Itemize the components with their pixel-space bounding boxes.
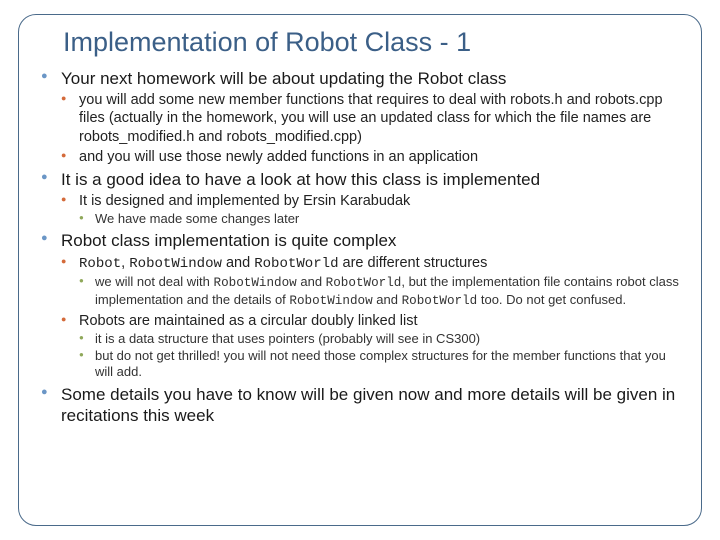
bullet-text: and you will use those newly added funct… bbox=[79, 149, 478, 165]
bullet-l1: Your next homework will be about updatin… bbox=[41, 68, 679, 166]
bullet-text: are different structures bbox=[339, 255, 488, 271]
code-text: Robot bbox=[79, 256, 121, 272]
code-text: RobotWindow bbox=[289, 294, 372, 308]
bullet-l3: it is a data structure that uses pointer… bbox=[79, 331, 679, 347]
bullet-l1: Robot class implementation is quite comp… bbox=[41, 230, 679, 380]
bullet-text: it is a data structure that uses pointer… bbox=[95, 331, 480, 346]
slide-frame: Implementation of Robot Class - 1 Your n… bbox=[18, 14, 702, 526]
bullet-l2: Robots are maintained as a circular doub… bbox=[61, 312, 679, 381]
bullet-text: Your next homework will be about updatin… bbox=[61, 69, 506, 88]
bullet-text: , bbox=[121, 255, 129, 271]
bullet-text: Robots are maintained as a circular doub… bbox=[79, 313, 418, 329]
bullet-text: too. Do not get confused. bbox=[477, 292, 626, 307]
code-text: RobotWorld bbox=[402, 294, 478, 308]
bullet-text: and bbox=[297, 274, 326, 289]
bullet-text: We have made some changes later bbox=[95, 211, 299, 226]
slide-title: Implementation of Robot Class - 1 bbox=[63, 27, 679, 58]
bullet-text: Robot class implementation is quite comp… bbox=[61, 231, 396, 250]
code-text: RobotWorld bbox=[326, 276, 402, 290]
bullet-l2: Robot, RobotWindow and RobotWorld are di… bbox=[61, 254, 679, 310]
bullet-l3: we will not deal with RobotWindow and Ro… bbox=[79, 274, 679, 310]
bullet-l1: Some details you have to know will be gi… bbox=[41, 384, 679, 427]
bullet-l2: and you will use those newly added funct… bbox=[61, 148, 679, 166]
bullet-text: but do not get thrilled! you will not ne… bbox=[95, 348, 666, 379]
code-text: RobotWorld bbox=[254, 256, 338, 272]
bullet-l2: you will add some new member functions t… bbox=[61, 91, 679, 145]
bullet-text: It is a good idea to have a look at how … bbox=[61, 170, 540, 189]
bullet-l2: It is designed and implemented by Ersin … bbox=[61, 192, 679, 227]
bullet-text: you will add some new member functions t… bbox=[79, 92, 663, 144]
bullet-text: and bbox=[373, 292, 402, 307]
bullet-l3: but do not get thrilled! you will not ne… bbox=[79, 348, 679, 381]
bullet-text: It is designed and implemented by Ersin … bbox=[79, 193, 410, 209]
bullet-text: and bbox=[222, 255, 254, 271]
bullet-text: we will not deal with bbox=[95, 274, 214, 289]
code-text: RobotWindow bbox=[129, 256, 222, 272]
bullet-list: Your next homework will be about updatin… bbox=[41, 68, 679, 426]
bullet-l1: It is a good idea to have a look at how … bbox=[41, 169, 679, 228]
bullet-l3: We have made some changes later bbox=[79, 211, 679, 227]
code-text: RobotWindow bbox=[214, 276, 297, 290]
bullet-text: Some details you have to know will be gi… bbox=[61, 385, 675, 425]
